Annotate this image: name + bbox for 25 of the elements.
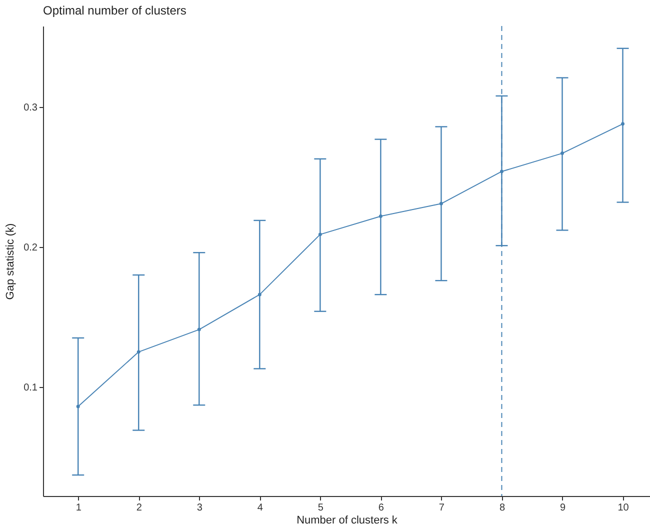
point <box>439 202 443 206</box>
point <box>197 328 201 332</box>
x-tick-label: 1 <box>76 502 82 514</box>
point <box>76 404 80 408</box>
x-axis-title: Number of clusters k <box>296 514 398 526</box>
y-tick-label: 0.1 <box>24 382 38 394</box>
x-tick-label: 8 <box>499 502 506 514</box>
point <box>318 232 322 236</box>
point <box>621 122 624 126</box>
x-tick-label: 3 <box>196 502 203 514</box>
y-tick-label: 0.2 <box>24 242 38 254</box>
y-tick-label: 0.3 <box>24 102 38 114</box>
point <box>378 214 382 218</box>
y-axis-title: Gap statistic (k) <box>4 223 17 300</box>
point <box>258 292 262 296</box>
x-tick-label: 4 <box>257 502 264 514</box>
x-tick-label: 10 <box>618 502 630 514</box>
x-tick-label: 5 <box>318 502 324 514</box>
point <box>136 350 140 354</box>
x-tick-label: 2 <box>136 502 142 514</box>
x-tick-label: 7 <box>438 502 445 514</box>
point <box>560 152 564 156</box>
x-tick-label: 9 <box>560 502 566 514</box>
chart-title: Optimal number of clusters <box>43 4 186 18</box>
x-tick-label: 6 <box>378 502 384 514</box>
